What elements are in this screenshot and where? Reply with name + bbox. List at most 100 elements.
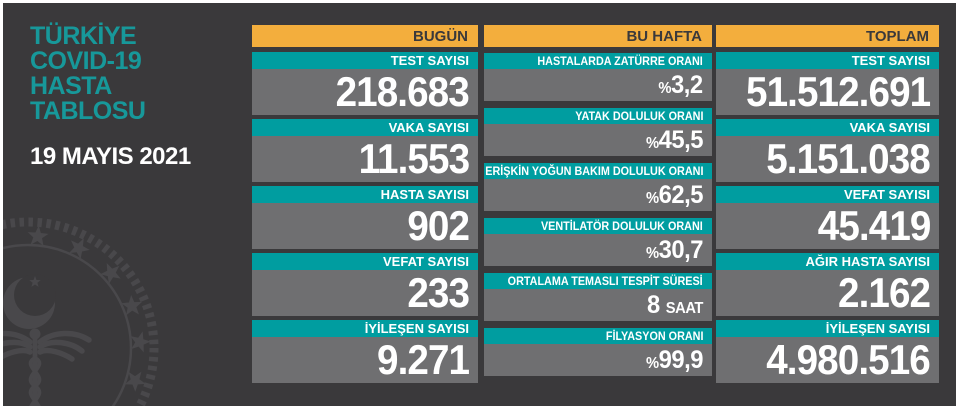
metric-value-text: %45,5 <box>646 125 703 154</box>
column-total: TOPLAM TEST SAYISI 51.512.691 VAKA SAYISI 5.… <box>716 25 939 383</box>
metric-label-text: ORTALAMA TEMASLI TESPİT SÜRESİ <box>507 274 703 288</box>
metric-value: 2.162 <box>716 269 939 316</box>
value-unit: % <box>646 244 659 262</box>
metric-row: TEST SAYISI 218.683 <box>252 52 478 115</box>
metric-label: TEST SAYISI <box>716 52 939 69</box>
metric-value: 8 SAAT <box>484 289 712 321</box>
metric-label-text: VENTİLATÖR DOLULUK ORANI <box>541 219 703 233</box>
metric-label-text: HASTA SAYISI <box>380 187 469 202</box>
metric-label: YATAK DOLULUK ORANI <box>484 108 712 124</box>
metric-row: VEFAT SAYISI 45.419 <box>716 186 939 249</box>
metric-value: 233 <box>252 269 478 316</box>
title-line-3: HASTA <box>30 72 112 100</box>
metric-label-text: VAKA SAYISI <box>388 120 469 135</box>
metric-value: 902 <box>252 202 478 249</box>
metric-value: %99,9 <box>484 344 712 376</box>
metric-row: YATAK DOLULUK ORANI %45,5 <box>484 108 712 156</box>
metric-label: VAKA SAYISI <box>716 119 939 136</box>
metric-row: ERİŞKİN YOĞUN BAKIM DOLULUK ORANI %62,5 <box>484 163 712 211</box>
metric-label: İYİLEŞEN SAYISI <box>716 320 939 337</box>
metric-label: VEFAT SAYISI <box>716 186 939 203</box>
metric-value-text: 218.683 <box>335 68 470 115</box>
metric-row: HASTA SAYISI 902 <box>252 186 478 249</box>
metric-row: VEFAT SAYISI 233 <box>252 253 478 316</box>
metric-label: TEST SAYISI <box>252 52 478 69</box>
metric-label: HASTA SAYISI <box>252 186 478 203</box>
value-unit: % <box>658 79 672 97</box>
metric-label: VENTİLATÖR DOLULUK ORANI <box>484 218 712 234</box>
metric-label: ORTALAMA TEMASLI TESPİT SÜRESİ <box>484 273 712 289</box>
page-title: TÜRKİYE COVID-19 HASTA TABLOSU <box>30 22 146 125</box>
metric-value-text: 4.980.516 <box>766 336 931 383</box>
metric-value-text: 11.553 <box>358 135 469 182</box>
metric-value: 9.271 <box>252 336 478 383</box>
metric-value-text: 2.162 <box>837 269 931 316</box>
metric-value-text: %62,5 <box>646 180 703 209</box>
metric-label-text: VAKA SAYISI <box>849 120 930 135</box>
metric-value: 45.419 <box>716 202 939 249</box>
metric-label: VEFAT SAYISI <box>252 253 478 270</box>
metric-row: VAKA SAYISI 11.553 <box>252 119 478 182</box>
title-line-4: TABLOSU <box>30 97 146 125</box>
metric-row: HASTALARDA ZATÜRRE ORANI %3,2 <box>484 53 712 101</box>
value-unit: % <box>646 134 659 152</box>
title-line-1: TÜRKİYE <box>30 22 137 50</box>
metric-label-text: HASTALARDA ZATÜRRE ORANI <box>537 54 703 68</box>
metric-row: İYİLEŞEN SAYISI 4.980.516 <box>716 320 939 383</box>
ministry-of-health-emblem-icon <box>3 217 159 406</box>
metric-value: %30,7 <box>484 234 712 266</box>
metric-value: 11.553 <box>252 135 478 182</box>
metric-row: TEST SAYISI 51.512.691 <box>716 52 939 115</box>
metric-value-text: 45.419 <box>817 202 931 249</box>
metric-row: VENTİLATÖR DOLULUK ORANI %30,7 <box>484 218 712 266</box>
dashboard-panel: TÜRKİYE COVID-19 HASTA TABLOSU 19 MAYIS … <box>3 3 956 406</box>
metric-label-text: İYİLEŞEN SAYISI <box>364 321 469 336</box>
column-today: BUGÜN TEST SAYISI 218.683 VAKA SAYISI 11.553… <box>252 25 478 383</box>
title-line-2: COVID-19 <box>30 47 142 75</box>
metric-row: FİLYASYON ORANI %99,9 <box>484 328 712 376</box>
metric-label: FİLYASYON ORANI <box>484 328 712 344</box>
metric-label-text: VEFAT SAYISI <box>844 187 930 202</box>
column-header: BUGÜN <box>252 25 478 47</box>
column-header: TOPLAM <box>716 25 939 47</box>
metric-label-text: TEST SAYISI <box>851 53 930 68</box>
metric-label-text: YATAK DOLULUK ORANI <box>574 109 703 123</box>
metric-value: %3,2 <box>484 69 712 101</box>
metric-row: AĞIR HASTA SAYISI 2.162 <box>716 253 939 316</box>
value-unit: % <box>646 189 659 207</box>
metric-value-text: 8 SAAT <box>647 290 704 319</box>
column-this-week: BU HAFTA HASTALARDA ZATÜRRE ORANI %3,2 YATA… <box>484 25 712 376</box>
emblem-caduceus <box>3 328 92 406</box>
metric-row: İYİLEŞEN SAYISI 9.271 <box>252 320 478 383</box>
value-unit: SAAT <box>665 299 704 317</box>
metric-label-text: AĞIR HASTA SAYISI <box>805 254 930 269</box>
report-date: 19 MAYIS 2021 <box>30 143 191 170</box>
metric-value: 51.512.691 <box>716 68 939 115</box>
metric-value-text: 902 <box>407 202 470 249</box>
emblem-crescent <box>3 274 56 329</box>
metric-value-text: 233 <box>407 269 470 316</box>
metric-value-text: %99,9 <box>646 345 703 374</box>
value-unit: % <box>646 354 659 372</box>
metric-value-text: %30,7 <box>646 235 703 264</box>
metric-row: VAKA SAYISI 5.151.038 <box>716 119 939 182</box>
metric-label-text: ERİŞKİN YOĞUN BAKIM DOLULUK ORANI <box>484 164 703 178</box>
metric-label-text: FİLYASYON ORANI <box>605 329 703 343</box>
metric-label-text: TEST SAYISI <box>390 53 469 68</box>
metric-value-text: 9.271 <box>376 336 470 383</box>
metric-label: AĞIR HASTA SAYISI <box>716 253 939 270</box>
emblem-rope-ring <box>3 217 159 406</box>
metric-label: İYİLEŞEN SAYISI <box>252 320 478 337</box>
metric-label-text: İYİLEŞEN SAYISI <box>825 321 930 336</box>
metric-label: HASTALARDA ZATÜRRE ORANI <box>484 53 712 69</box>
metric-value: 5.151.038 <box>716 135 939 182</box>
metric-label: ERİŞKİN YOĞUN BAKIM DOLULUK ORANI <box>484 163 712 179</box>
metric-value-text: 51.512.691 <box>745 68 931 115</box>
metric-label-text: VEFAT SAYISI <box>383 254 469 269</box>
metric-value: 218.683 <box>252 68 478 115</box>
metric-label: VAKA SAYISI <box>252 119 478 136</box>
metric-value: %62,5 <box>484 179 712 211</box>
metric-value: %45,5 <box>484 124 712 156</box>
column-header: BU HAFTA <box>484 25 712 47</box>
